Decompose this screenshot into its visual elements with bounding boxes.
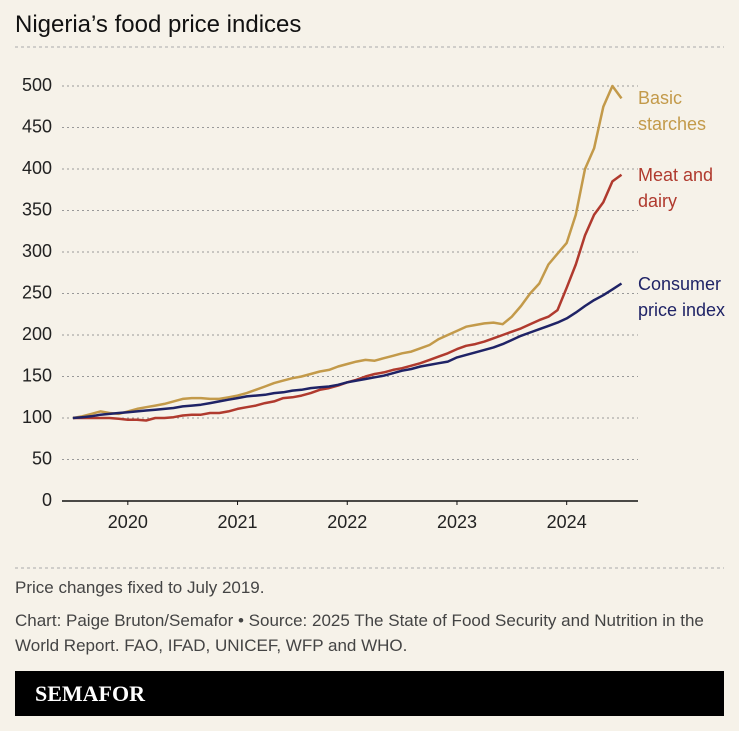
y-tick-label: 50 [32, 448, 52, 468]
y-tick-label: 100 [22, 407, 52, 427]
series-line [72, 282, 623, 420]
y-tick-label: 400 [22, 158, 52, 178]
x-tick-label: 2021 [218, 512, 258, 532]
series-label: Meat and dairy [638, 164, 714, 211]
x-tick-label: 2024 [547, 512, 587, 532]
y-tick-label: 150 [22, 365, 52, 385]
source: Chart: Paige Bruton/Semafor • Source: 20… [15, 611, 704, 655]
y-tick-label: 450 [22, 116, 52, 136]
series-line [73, 173, 623, 422]
x-tick-label: 2023 [437, 512, 477, 532]
y-tick-label: 200 [22, 324, 52, 344]
x-tick-label: 2022 [327, 512, 367, 532]
series-label: Consumer price index [638, 273, 726, 320]
brand: SEMAFOR [35, 681, 145, 706]
y-tick-label: 350 [22, 199, 52, 219]
y-tick-label: 500 [22, 75, 52, 95]
chart-title: Nigeria’s food price indices [15, 11, 302, 38]
series-line [72, 84, 623, 420]
y-tick-label: 250 [22, 282, 52, 302]
y-tick-label: 300 [22, 241, 52, 261]
footer: SEMAFOR [15, 671, 724, 716]
x-tick-label: 2020 [108, 512, 148, 532]
y-tick-label: 0 [42, 490, 52, 510]
series-label: Basic starches [638, 88, 707, 135]
note: Price changes fixed to July 2019. [15, 578, 265, 597]
